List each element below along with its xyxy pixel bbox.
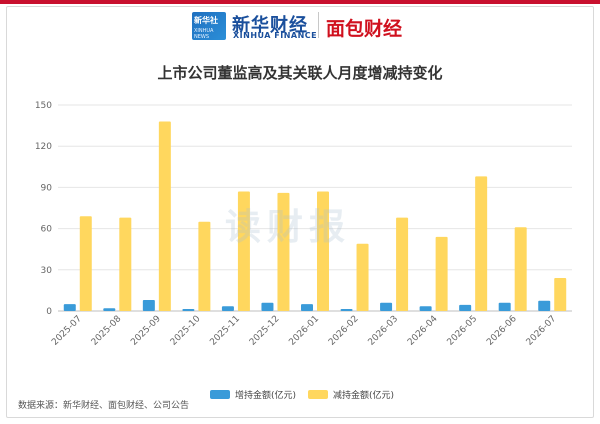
x-tick-label: 2026-04	[406, 314, 440, 348]
legend-label-decrease: 减持金额(亿元)	[333, 391, 395, 401]
x-tick-label: 2026-07	[525, 314, 559, 348]
bar-decrease	[435, 236, 448, 311]
legend-item-decrease: 减持金额(亿元)	[308, 388, 394, 401]
bar-decrease	[237, 191, 250, 311]
bar-decrease	[554, 278, 567, 311]
header-divider	[318, 12, 319, 38]
y-tick-label: 0	[46, 307, 52, 317]
bar-decrease	[158, 121, 171, 311]
bar-decrease	[514, 227, 527, 311]
y-tick-label: 60	[41, 225, 53, 235]
chart-title: 上市公司董监高及其关联人月度增减持变化	[157, 64, 443, 82]
x-tick-label: 2025-07	[50, 314, 84, 348]
bar-increase	[261, 302, 274, 311]
bar-decrease	[277, 192, 290, 311]
top-accent-bar	[0, 0, 600, 4]
x-tick-label: 2025-09	[129, 314, 163, 348]
bar-decrease	[396, 217, 409, 311]
bar-increase	[221, 306, 234, 311]
watermark: 读财报	[225, 207, 352, 248]
y-tick-label: 30	[41, 266, 53, 276]
legend-label-increase: 增持金额(亿元)	[235, 391, 297, 401]
x-tick-label: 2025-10	[169, 314, 203, 348]
xinhua-logo-icon: 新华社 XINHUA NEWS	[192, 12, 226, 40]
legend-swatch-increase	[210, 390, 230, 399]
bar-increase	[340, 308, 353, 311]
bar-increase	[301, 304, 313, 311]
logo-box-text: 新华社	[194, 16, 218, 25]
bar-increase	[380, 302, 393, 311]
header: 新华社 XINHUA NEWS 新华财经 XINHUA FINANCE 面包财经	[0, 8, 600, 42]
x-tick-label: 2025-12	[248, 314, 282, 348]
x-tick-label: 2026-05	[446, 314, 480, 348]
bar-increase	[419, 306, 432, 311]
brand-en: XINHUA FINANCE	[233, 31, 318, 40]
x-tick-label: 2026-02	[327, 314, 361, 348]
chart-frame	[6, 6, 594, 418]
bar-increase	[103, 308, 116, 311]
bar-increase	[459, 304, 472, 311]
legend: 增持金额(亿元) 减持金额(亿元)	[0, 388, 600, 402]
bar-decrease	[475, 176, 488, 311]
legend-swatch-decrease	[308, 390, 328, 399]
bar-increase	[538, 300, 551, 311]
bar-decrease	[317, 191, 329, 311]
x-tick-label: 2026-06	[485, 314, 519, 348]
y-tick-label: 120	[35, 142, 52, 152]
bar-increase	[498, 302, 511, 311]
y-tick-label: 90	[41, 183, 53, 193]
bar-increase	[182, 308, 195, 311]
brand-cn: 新华财经	[232, 15, 308, 36]
bar-decrease	[79, 216, 92, 311]
x-tick-label: 2025-08	[90, 314, 124, 348]
bar-decrease	[119, 217, 132, 311]
partner-brand: 面包财经	[326, 18, 403, 40]
bar-increase	[63, 304, 76, 311]
logo-box-sub: XINHUA NEWS	[194, 28, 214, 40]
bar-decrease	[356, 243, 369, 311]
y-tick-label: 150	[35, 101, 52, 111]
bar-increase	[142, 300, 155, 311]
x-tick-label: 2025-11	[208, 314, 242, 348]
x-tick-label: 2026-01	[287, 314, 321, 348]
bar-decrease	[198, 221, 211, 311]
x-tick-label: 2026-03	[367, 314, 401, 348]
data-source: 数据来源：新华财经、面包财经、公司公告	[18, 401, 190, 411]
legend-item-increase: 增持金额(亿元)	[210, 388, 296, 401]
